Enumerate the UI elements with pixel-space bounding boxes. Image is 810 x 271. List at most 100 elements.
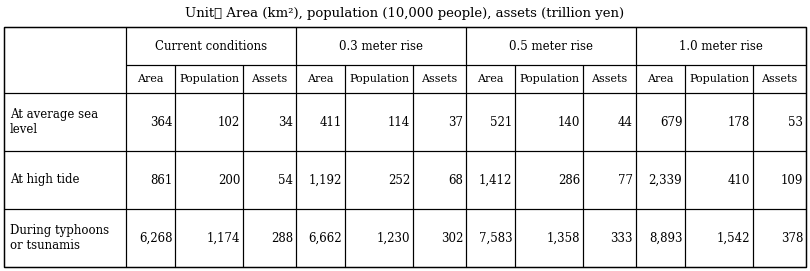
Text: 1,358: 1,358 xyxy=(547,231,580,244)
Bar xyxy=(296,209,345,267)
Text: 302: 302 xyxy=(441,231,463,244)
Bar xyxy=(636,151,685,209)
Bar xyxy=(466,27,636,65)
Text: 114: 114 xyxy=(388,115,411,128)
Bar xyxy=(345,93,413,151)
Bar xyxy=(243,93,296,151)
Text: 364: 364 xyxy=(150,115,173,128)
Text: 54: 54 xyxy=(278,173,293,186)
Text: Assets: Assets xyxy=(252,74,288,84)
Bar xyxy=(345,151,413,209)
Bar xyxy=(126,93,175,151)
Text: At high tide: At high tide xyxy=(10,173,79,186)
Text: 8,893: 8,893 xyxy=(649,231,682,244)
Text: 178: 178 xyxy=(728,115,750,128)
Bar xyxy=(466,209,515,267)
Bar xyxy=(636,27,806,65)
Text: 679: 679 xyxy=(660,115,682,128)
Text: 200: 200 xyxy=(218,173,241,186)
Text: 68: 68 xyxy=(448,173,463,186)
Text: Population: Population xyxy=(349,74,409,84)
Bar xyxy=(515,93,583,151)
Bar xyxy=(515,209,583,267)
Bar xyxy=(636,209,685,267)
Text: 6,662: 6,662 xyxy=(309,231,343,244)
Text: Current conditions: Current conditions xyxy=(155,40,267,53)
Bar xyxy=(175,209,243,267)
Text: 2,339: 2,339 xyxy=(649,173,682,186)
Text: 333: 333 xyxy=(611,231,633,244)
Bar xyxy=(4,27,126,93)
Bar xyxy=(296,151,345,209)
Bar xyxy=(466,65,515,93)
Text: 861: 861 xyxy=(150,173,173,186)
Bar xyxy=(4,27,806,267)
Bar xyxy=(413,93,466,151)
Text: 378: 378 xyxy=(781,231,803,244)
Bar xyxy=(466,151,515,209)
Text: 1,230: 1,230 xyxy=(377,231,411,244)
Text: Area: Area xyxy=(647,74,674,84)
Bar xyxy=(296,65,345,93)
Text: Area: Area xyxy=(477,74,504,84)
Text: 34: 34 xyxy=(278,115,293,128)
Bar xyxy=(413,209,466,267)
Text: Area: Area xyxy=(138,74,164,84)
Bar xyxy=(753,151,806,209)
Bar xyxy=(296,27,466,65)
Bar xyxy=(753,93,806,151)
Text: 1,542: 1,542 xyxy=(717,231,750,244)
Bar xyxy=(466,93,515,151)
Text: 1,174: 1,174 xyxy=(207,231,241,244)
Text: Population: Population xyxy=(519,74,579,84)
Bar xyxy=(413,65,466,93)
Text: 0.5 meter rise: 0.5 meter rise xyxy=(509,40,593,53)
Bar xyxy=(243,65,296,93)
Bar xyxy=(4,151,126,209)
Text: Population: Population xyxy=(179,74,240,84)
Bar xyxy=(126,65,175,93)
Bar xyxy=(4,93,126,151)
Bar xyxy=(753,209,806,267)
Text: At average sea
level: At average sea level xyxy=(10,108,98,136)
Bar xyxy=(515,65,583,93)
Text: 252: 252 xyxy=(388,173,411,186)
Bar xyxy=(685,65,753,93)
Bar xyxy=(345,65,413,93)
Text: 102: 102 xyxy=(218,115,241,128)
Bar xyxy=(685,209,753,267)
Bar xyxy=(243,151,296,209)
Bar xyxy=(583,93,636,151)
Text: 521: 521 xyxy=(490,115,512,128)
Text: Population: Population xyxy=(689,74,749,84)
Bar xyxy=(126,27,296,65)
Text: 411: 411 xyxy=(320,115,343,128)
Bar xyxy=(583,65,636,93)
Bar xyxy=(126,151,175,209)
Text: Area: Area xyxy=(308,74,334,84)
Text: 288: 288 xyxy=(271,231,293,244)
Bar xyxy=(175,93,243,151)
Text: Assets: Assets xyxy=(591,74,628,84)
Text: 1,192: 1,192 xyxy=(309,173,343,186)
Bar xyxy=(685,151,753,209)
Text: 7,583: 7,583 xyxy=(479,231,512,244)
Text: 1.0 meter rise: 1.0 meter rise xyxy=(679,40,763,53)
Bar xyxy=(4,209,126,267)
Text: 140: 140 xyxy=(558,115,580,128)
Text: 109: 109 xyxy=(781,173,803,186)
Text: 286: 286 xyxy=(558,173,580,186)
Text: Assets: Assets xyxy=(761,74,798,84)
Bar xyxy=(515,151,583,209)
Bar xyxy=(175,65,243,93)
Bar xyxy=(583,209,636,267)
Text: 410: 410 xyxy=(728,173,750,186)
Text: Unit： Area (km²), population (10,000 people), assets (trillion yen): Unit： Area (km²), population (10,000 peo… xyxy=(185,7,625,20)
Text: 53: 53 xyxy=(788,115,803,128)
Text: 44: 44 xyxy=(618,115,633,128)
Bar xyxy=(413,151,466,209)
Bar xyxy=(175,151,243,209)
Text: 6,268: 6,268 xyxy=(139,231,173,244)
Text: 37: 37 xyxy=(448,115,463,128)
Bar xyxy=(296,93,345,151)
